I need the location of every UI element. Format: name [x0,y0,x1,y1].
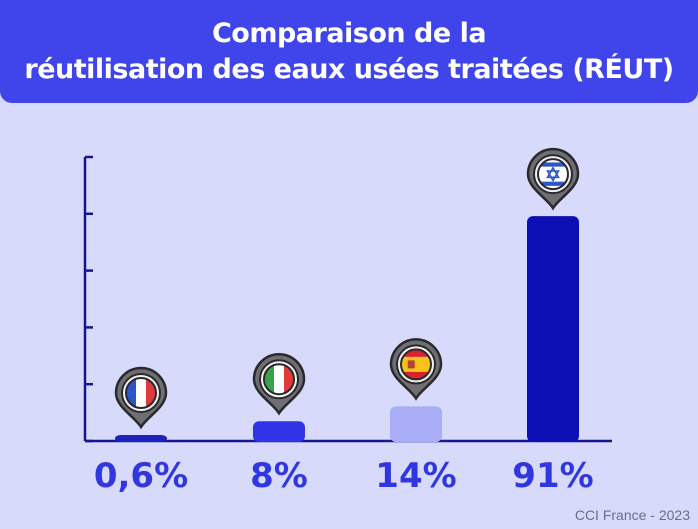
italy-flag-icon [252,353,306,416]
bar-espagne [390,406,442,442]
value-label: 8% [250,456,308,496]
chart-title-line-1: Comparaison de la [211,17,487,49]
bar-italie [253,421,305,442]
bar-france [115,435,167,442]
source-credit: CCI France - 2023 [574,507,690,523]
france-flag-icon [114,366,168,430]
spain-flag-icon [389,338,443,401]
bar-israël [527,216,579,442]
value-label: 0,6% [94,456,188,496]
chart-title-line-2: réutilisation des eaux usées traitées (R… [24,53,674,85]
title-banner: Comparaison de la réutilisation des eaux… [0,0,698,103]
value-label: 14% [375,456,456,496]
value-label: 91% [512,456,593,496]
israel-flag-icon [526,147,580,211]
